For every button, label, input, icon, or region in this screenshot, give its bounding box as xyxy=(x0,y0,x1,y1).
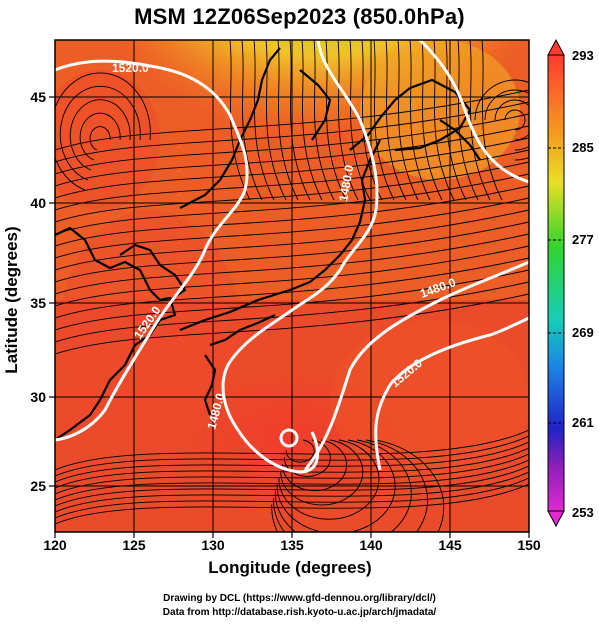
streamline xyxy=(241,40,263,201)
streamline xyxy=(55,429,529,471)
streamline xyxy=(397,40,419,201)
streamline xyxy=(421,40,443,201)
height-contours xyxy=(55,40,529,474)
colorbar xyxy=(547,38,565,528)
axis-tick-marks xyxy=(49,96,530,538)
streamline xyxy=(361,40,383,201)
x-axis-label: Longitude (degrees) xyxy=(208,558,372,577)
streamline xyxy=(385,40,407,201)
colorbar-tick-label: 261 xyxy=(572,415,594,430)
streamline xyxy=(55,471,529,513)
streamline xyxy=(55,441,529,483)
streamline xyxy=(55,447,529,489)
streamline xyxy=(69,99,131,171)
streamline xyxy=(55,113,529,175)
x-tick-label: 150 xyxy=(517,537,541,553)
streamline xyxy=(474,79,529,161)
streamline xyxy=(55,435,529,477)
streamline xyxy=(55,293,529,355)
y-tick-label: 45 xyxy=(30,89,46,105)
streamline xyxy=(55,173,529,235)
streamline xyxy=(273,439,428,532)
streamline xyxy=(55,477,529,519)
y-tick-label: 40 xyxy=(30,195,46,211)
streamline xyxy=(282,439,347,492)
grid-lines xyxy=(55,40,529,532)
streamline xyxy=(481,40,503,201)
streamline xyxy=(89,126,111,151)
credit-line-dcl: Drawing by DCL (https://www.gfd-dennou.o… xyxy=(163,593,436,604)
x-tick-label: 120 xyxy=(43,537,67,553)
streamline xyxy=(55,233,529,295)
streamline xyxy=(55,72,151,191)
credit-line-data: Data from http://database.rish.kyoto-u.a… xyxy=(162,607,437,618)
streamline xyxy=(271,439,445,532)
streamline xyxy=(277,40,299,201)
streamline xyxy=(79,112,121,161)
streamline xyxy=(445,40,467,201)
streamline xyxy=(301,40,323,201)
streamline xyxy=(55,89,529,151)
streamline xyxy=(55,453,529,495)
y-tick-label: 30 xyxy=(30,389,46,405)
y-tick-label: 25 xyxy=(30,478,46,494)
y-tick-label: 35 xyxy=(30,295,46,311)
streamline xyxy=(494,99,529,141)
contour-label: 1480.0 xyxy=(336,164,356,203)
streamline xyxy=(55,459,529,501)
streamlines xyxy=(55,40,529,532)
colorbar-tick-label: 269 xyxy=(572,325,594,340)
streamline xyxy=(484,89,529,151)
streamline xyxy=(55,465,529,507)
streamline xyxy=(55,245,529,307)
streamline xyxy=(55,483,529,525)
contour-label: 1520.0 xyxy=(112,61,149,75)
x-tick-label: 125 xyxy=(122,537,146,553)
streamline xyxy=(289,40,311,201)
streamline xyxy=(55,221,529,283)
streamline xyxy=(276,439,396,532)
streamline xyxy=(280,439,364,506)
streamline xyxy=(313,40,335,201)
streamline xyxy=(469,40,491,201)
colorbar-tick-label: 285 xyxy=(572,140,594,155)
streamline xyxy=(55,125,529,187)
streamline xyxy=(504,109,526,131)
streamline xyxy=(253,40,275,201)
streamline xyxy=(55,197,529,259)
streamline xyxy=(55,257,529,319)
y-axis-label: Latitude (degrees) xyxy=(2,226,21,374)
colorbar-tick-label: 277 xyxy=(572,232,594,247)
streamline xyxy=(55,149,529,211)
x-tick-label: 130 xyxy=(201,537,225,553)
streamline xyxy=(265,40,287,201)
streamline xyxy=(55,137,529,199)
streamline xyxy=(409,40,431,201)
streamline xyxy=(457,40,479,201)
x-tick-label: 135 xyxy=(280,537,304,553)
x-tick-label: 140 xyxy=(359,537,383,553)
colorbar-tick-label: 293 xyxy=(572,48,594,63)
colorbar-tick-label: 253 xyxy=(572,505,594,520)
x-tick-label: 145 xyxy=(438,537,462,553)
chart-title: MSM 12Z06Sep2023 (850.0hPa) xyxy=(134,4,465,29)
streamline xyxy=(55,101,529,163)
